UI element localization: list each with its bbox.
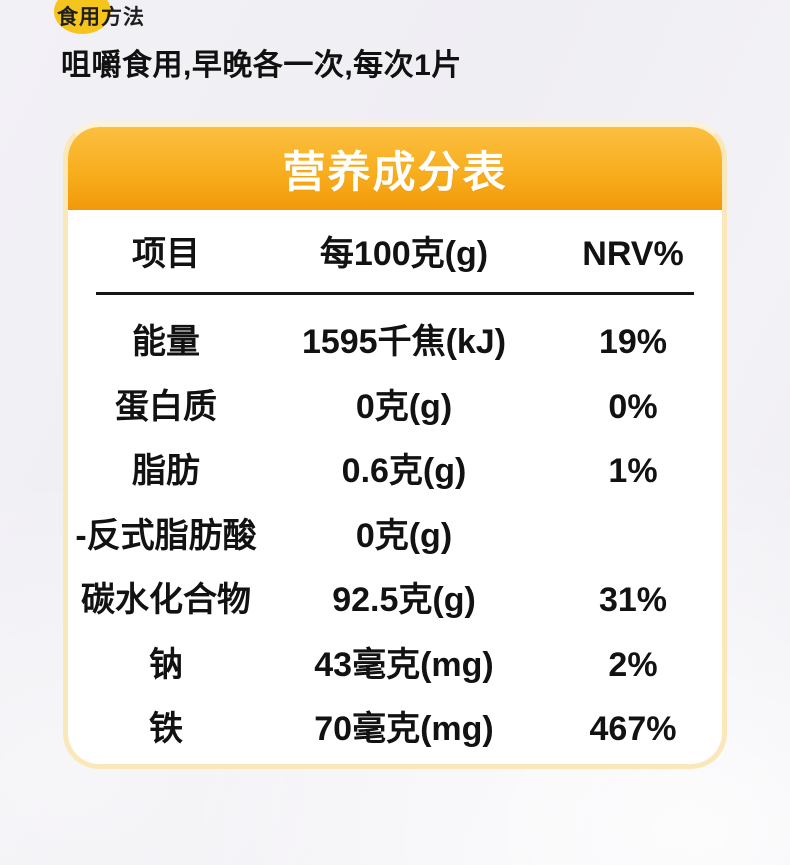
- column-header-nrv: NRV%: [582, 235, 684, 273]
- row-nrv: 467%: [589, 710, 677, 749]
- table-row-energy: 能量 1595千焦(kJ) 19%: [68, 310, 722, 375]
- row-nrv: 0%: [608, 387, 658, 426]
- row-value: 92.5克(g): [332, 581, 476, 620]
- row-value: 1595千焦(kJ): [301, 323, 507, 362]
- row-nrv: 19%: [598, 323, 668, 362]
- row-value: 0克(g): [355, 387, 453, 426]
- row-value: 0克(g): [355, 516, 453, 555]
- row-nrv: 31%: [598, 581, 668, 620]
- column-header-item: 项目: [132, 235, 200, 273]
- row-item-label: 碳水化合物: [81, 581, 251, 620]
- table-row-protein: 蛋白质 0克(g) 0%: [68, 375, 722, 440]
- row-item-label: 能量: [132, 323, 200, 362]
- nutrition-card-header: 营养成分表: [68, 127, 722, 210]
- table-row-sodium: 钠 43毫克(mg) 2%: [68, 633, 722, 698]
- row-item-label: 脂肪: [132, 452, 200, 491]
- row-nrv: 2%: [608, 645, 658, 684]
- row-nrv: 1%: [608, 452, 658, 491]
- table-body: 能量 1595千焦(kJ) 19% 蛋白质 0克(g) 0% 脂肪 0.6克(g…: [68, 310, 722, 762]
- header-divider-line: [96, 292, 694, 295]
- usage-label: 食用方法: [57, 6, 145, 29]
- nutrition-facts-card: 营养成分表 项目 每100克(g) NRV% 能量 1595千焦(kJ) 19%…: [63, 122, 727, 769]
- row-value: 43毫克(mg): [314, 645, 494, 684]
- table-row-trans-fat: -反式脂肪酸 0克(g): [68, 504, 722, 569]
- usage-section: 食用方法 咀嚼食用,早晚各一次,每次1片: [0, 0, 790, 110]
- row-item-label: 蛋白质: [115, 387, 217, 426]
- row-value: 70毫克(mg): [314, 710, 494, 749]
- usage-instruction: 咀嚼食用,早晚各一次,每次1片: [61, 49, 462, 82]
- table-row-fat: 脂肪 0.6克(g) 1%: [68, 439, 722, 504]
- table-header-row: 项目 每100克(g) NRV%: [68, 232, 722, 276]
- row-item-label: 铁: [149, 710, 183, 749]
- table-row-carbohydrate: 碳水化合物 92.5克(g) 31%: [68, 568, 722, 633]
- table-row-iron: 铁 70毫克(mg) 467%: [68, 697, 722, 762]
- row-item-label: -反式脂肪酸: [75, 516, 257, 555]
- row-value: 0.6克(g): [341, 452, 467, 491]
- column-header-per100g: 每100克(g): [319, 235, 489, 273]
- nutrition-table-title: 营养成分表: [282, 148, 508, 197]
- usage-label-wrap: 食用方法: [54, 0, 145, 34]
- row-item-label: 钠: [149, 645, 183, 684]
